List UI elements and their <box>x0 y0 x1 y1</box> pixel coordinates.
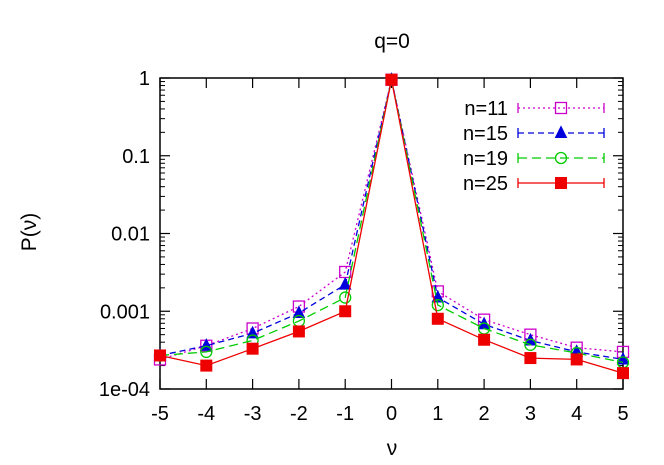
data-point-n-25 <box>617 367 629 380</box>
data-point-n-25 <box>478 333 491 346</box>
x-tick-label: -2 <box>290 403 308 425</box>
x-tick-label: 4 <box>571 403 582 425</box>
legend-label-n-11: n=11 <box>464 98 508 120</box>
data-point-n-19 <box>524 338 537 351</box>
legend-marker-n-15 <box>554 125 568 138</box>
legend-label-n-19: n=19 <box>463 148 508 170</box>
series-line-n-15 <box>159 79 624 361</box>
legend-marker-n-11 <box>554 101 568 115</box>
x-tick-label: -1 <box>336 403 354 425</box>
y-tick-label: 1 <box>139 68 150 90</box>
x-tick-label: 0 <box>386 403 397 425</box>
series-line-n-19 <box>159 79 624 364</box>
legend-marker-n-25 <box>555 177 567 189</box>
data-point-n-15 <box>292 305 306 318</box>
series-line-n-25 <box>159 79 624 374</box>
data-point-n-25 <box>246 342 259 355</box>
x-tick-label: 3 <box>525 403 536 425</box>
x-tick-label: 1 <box>432 403 443 425</box>
x-tick-label: 5 <box>617 403 628 425</box>
x-tick-label: -4 <box>197 403 215 425</box>
data-point-n-25 <box>524 352 537 365</box>
chart-title: q=0 <box>374 30 410 53</box>
x-axis-title: ν <box>387 437 398 460</box>
legend-label-n-25: n=25 <box>463 173 508 195</box>
x-tick-label: -3 <box>244 403 262 425</box>
legend: n=11 n=15 n=19 n=25 <box>463 98 605 195</box>
y-tick-label: 0.001 <box>100 301 150 323</box>
series-line-n-11 <box>159 79 624 361</box>
plot-area: 1e-04 0.001 0.01 0.1 1 -5 -4 -3 -2 -1 0 1 2 3 4 5 <box>99 68 630 425</box>
data-point-n-19 <box>200 345 213 359</box>
y-axis-title: P(ν) <box>18 213 41 252</box>
data-point-n-25 <box>200 359 213 372</box>
y-tick-label: 1e-04 <box>99 379 150 401</box>
x-tick-label: 2 <box>479 403 490 425</box>
data-point-n-25 <box>385 73 398 86</box>
plot-frame <box>159 77 624 390</box>
data-point-n-25 <box>292 325 305 338</box>
y-tick-label: 0.1 <box>122 146 150 168</box>
data-point-n-19 <box>339 291 352 304</box>
data-point-n-25 <box>339 305 352 318</box>
data-point-n-19 <box>431 298 444 312</box>
legend-label-n-15: n=15 <box>463 123 508 145</box>
data-point-n-25 <box>154 349 166 362</box>
data-point-n-25 <box>570 353 583 366</box>
x-tick-label: -5 <box>151 403 169 425</box>
legend-marker-n-19 <box>554 151 568 165</box>
data-point-n-25 <box>431 312 444 325</box>
y-tick-label: 0.01 <box>111 224 150 246</box>
